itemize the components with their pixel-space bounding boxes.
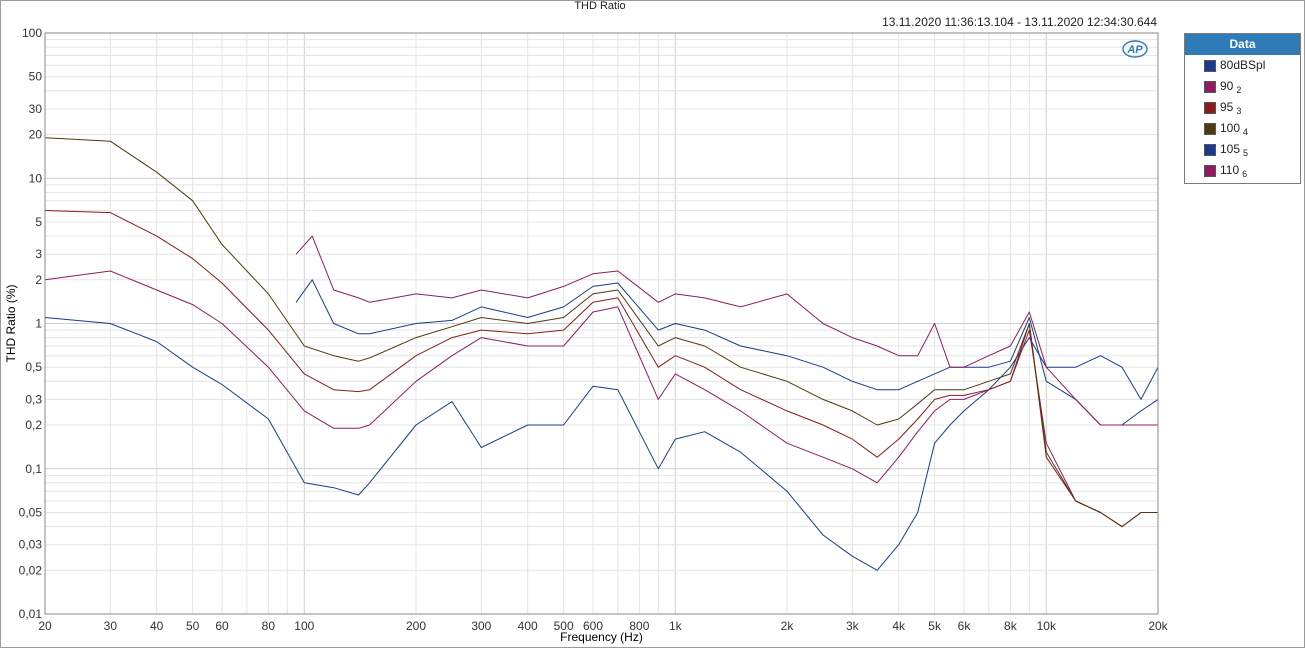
legend-swatch	[1204, 81, 1216, 93]
legend-subscript: 5	[1243, 148, 1249, 158]
legend-swatch	[1204, 60, 1216, 72]
y-tick-label: 1	[35, 317, 42, 331]
x-tick-label: 800	[629, 619, 649, 633]
y-tick-label: 0,2	[25, 418, 42, 432]
x-tick-label: 500	[554, 619, 574, 633]
y-tick-label: 0,01	[19, 607, 43, 621]
legend-label: 80dBSpl	[1220, 58, 1266, 72]
y-tick-label: 30	[29, 102, 43, 116]
x-tick-label: 60	[215, 619, 229, 633]
x-tick-label: 600	[583, 619, 603, 633]
legend-label: 95	[1220, 100, 1234, 114]
series-line-100	[44, 137, 1158, 528]
x-tick-label: 20	[38, 619, 52, 633]
y-tick-label: 2	[35, 273, 42, 287]
x-tick-label: 5k	[928, 619, 942, 633]
series-lines	[44, 137, 1159, 571]
legend-subscript: 3	[1236, 106, 1242, 116]
y-axis-label: THD Ratio (%)	[4, 284, 18, 362]
legend-subscript: 4	[1243, 127, 1249, 137]
y-tick-label: 5	[35, 215, 42, 229]
time-range-label: 13.11.2020 11:36:13.104 - 13.11.2020 12:…	[882, 15, 1157, 29]
legend-subscript: 2	[1236, 85, 1242, 95]
x-tick-label: 4k	[892, 619, 906, 633]
x-tick-label: 8k	[1004, 619, 1018, 633]
series-line-110	[295, 235, 1158, 426]
legend-item[interactable]: 90 2	[1185, 76, 1300, 97]
x-tick-label: 6k	[958, 619, 972, 633]
legend-subscript: 6	[1242, 169, 1248, 179]
y-tick-label: 100	[22, 26, 42, 40]
x-axis-label: Frequency (Hz)	[560, 630, 643, 644]
plot-border	[44, 32, 1159, 615]
series-line-105	[295, 279, 1159, 426]
chart-title: THD Ratio	[574, 0, 626, 12]
grid-lines	[44, 32, 1159, 615]
y-tick-label: 0,5	[25, 360, 42, 374]
y-tick-label: 20	[29, 128, 43, 142]
y-tick-label: 10	[29, 171, 43, 185]
legend-swatch	[1204, 165, 1216, 177]
y-tick-label: 0,1	[25, 462, 42, 476]
legend-item[interactable]: 95 3	[1185, 97, 1300, 118]
y-tick-label: 50	[29, 70, 43, 84]
x-tick-label: 1k	[669, 619, 683, 633]
legend-item[interactable]: 105 5	[1185, 139, 1300, 160]
legend-panel: Data 80dBSpl 90 2 95 3 100 4 105 5 110 6	[1184, 33, 1301, 184]
legend-header: Data	[1185, 34, 1300, 55]
y-tick-label: 0,02	[19, 563, 43, 577]
x-tick-label: 40	[150, 619, 164, 633]
x-tick-label: 3k	[846, 619, 860, 633]
series-line-90	[44, 270, 1158, 528]
legend-label: 90	[1220, 79, 1234, 93]
x-tick-label: 30	[104, 619, 118, 633]
legend-item[interactable]: 110 6	[1185, 160, 1300, 181]
y-tick-label: 0,03	[19, 538, 43, 552]
legend-swatch	[1204, 102, 1216, 114]
legend-swatch	[1204, 123, 1216, 135]
legend-item[interactable]: 80dBSpl	[1185, 55, 1300, 76]
y-tick-label: 3	[35, 247, 42, 261]
y-tick-label: 0,3	[25, 392, 42, 406]
ap-logo-text: AP	[1126, 44, 1143, 56]
x-tick-label: 300	[471, 619, 491, 633]
y-tick-label: 0,05	[19, 505, 43, 519]
ap-logo-icon: AP	[1122, 40, 1148, 58]
legend-swatch	[1204, 144, 1216, 156]
x-tick-label: 200	[406, 619, 426, 633]
x-tick-label: 50	[186, 619, 200, 633]
legend-items: 80dBSpl 90 2 95 3 100 4 105 5 110 6	[1185, 55, 1300, 181]
x-tick-label: 400	[518, 619, 538, 633]
legend-label: 110	[1220, 163, 1240, 177]
x-tick-label: 10k	[1037, 619, 1057, 633]
legend-label: 105	[1220, 142, 1241, 156]
x-tick-label: 20k	[1148, 619, 1168, 633]
legend-label: 100	[1220, 121, 1241, 135]
x-tick-label: 100	[294, 619, 314, 633]
series-line-95	[44, 210, 1158, 528]
tick-labels: 20 30 40 50 60 80 100 200 300 400 500 600 800 1k 2k 3k 4…	[19, 26, 1169, 633]
x-tick-label: 80	[262, 619, 276, 633]
legend-item[interactable]: 100 4	[1185, 118, 1300, 139]
x-tick-label: 2k	[781, 619, 795, 633]
